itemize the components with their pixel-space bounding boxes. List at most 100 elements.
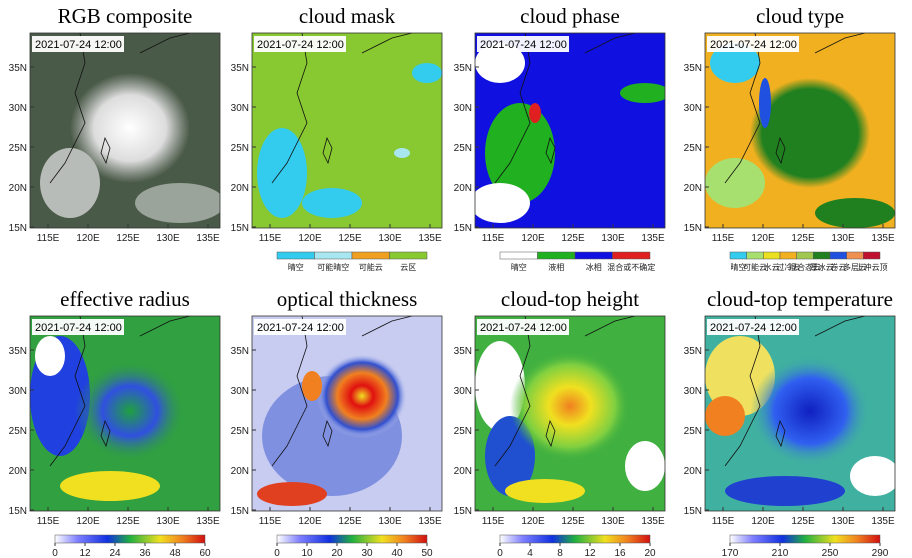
colorbar-tick-label: 50 bbox=[421, 548, 433, 558]
lon-tick-label: 135E bbox=[196, 233, 220, 244]
lat-tick-label: 15N bbox=[454, 223, 472, 234]
lat-tick-label: 30N bbox=[231, 103, 249, 114]
colorbar-tick-label: 4 bbox=[527, 548, 533, 558]
lon-tick-label: 135E bbox=[871, 516, 895, 527]
lon-tick-label: 135E bbox=[418, 233, 442, 244]
legend-label: 可能云 bbox=[359, 262, 383, 272]
lon-tick-label: 130E bbox=[378, 516, 402, 527]
lat-tick-label: 20N bbox=[684, 466, 702, 477]
lat-tick-label: 25N bbox=[454, 143, 472, 154]
lat-tick-label: 25N bbox=[684, 143, 702, 154]
lat-tick-label: 35N bbox=[9, 63, 27, 74]
cloud-region bbox=[475, 183, 530, 223]
colorbar-tick-label: 60 bbox=[199, 548, 211, 558]
lat-tick-label: 15N bbox=[231, 506, 249, 517]
timestamp: 2021-07-24 12:00 bbox=[710, 39, 797, 51]
panel: RGB composite 2021-07-24 12:00 35N 30N 25N 20… bbox=[9, 4, 221, 244]
legend-swatch bbox=[314, 251, 353, 260]
lon-tick-label: 115E bbox=[482, 233, 505, 244]
coastline bbox=[271, 33, 413, 184]
colorbar-tick-label: 10 bbox=[301, 548, 313, 558]
legend-label: 厚冰云 bbox=[810, 262, 834, 272]
map-image bbox=[705, 316, 895, 511]
lat-tick-label: 25N bbox=[231, 426, 249, 437]
lon-tick-label: 130E bbox=[156, 516, 180, 527]
panel-title: cloud type bbox=[756, 4, 844, 28]
lon-tick-label: 130E bbox=[831, 233, 855, 244]
cloud-region bbox=[815, 198, 895, 228]
map-frame bbox=[474, 315, 666, 512]
lat-tick-label: 15N bbox=[9, 223, 27, 234]
lon-tick-label: 125E bbox=[116, 516, 140, 527]
lon-tick-label: 125E bbox=[791, 516, 815, 527]
lon-tick-label: 115E bbox=[37, 516, 60, 527]
lat-tick-label: 15N bbox=[684, 506, 702, 517]
map-image bbox=[475, 316, 665, 511]
lon-tick-label: 130E bbox=[378, 233, 402, 244]
coastline bbox=[724, 316, 866, 467]
lon-tick-label: 135E bbox=[641, 516, 665, 527]
lon-tick-label: 125E bbox=[791, 233, 815, 244]
panel: cloud mask 2021-07-24 12:00 35N 30N 25N 20N 15… bbox=[231, 4, 443, 272]
legend-swatch bbox=[351, 251, 390, 260]
colorbar-tick-label: 290 bbox=[872, 548, 889, 558]
legend-label: 云区 bbox=[400, 263, 416, 272]
colorbar bbox=[499, 534, 651, 544]
lon-tick-label: 120E bbox=[521, 516, 545, 527]
lat-tick-label: 20N bbox=[454, 466, 472, 477]
colorbar-tick-label: 30 bbox=[361, 548, 373, 558]
legend-swatch bbox=[276, 251, 315, 260]
cloud-region bbox=[135, 183, 220, 223]
lon-tick-label: 125E bbox=[338, 516, 362, 527]
lon-tick-label: 115E bbox=[259, 233, 282, 244]
panel-title: cloud phase bbox=[520, 4, 620, 28]
lon-tick-label: 115E bbox=[482, 516, 505, 527]
map-frame bbox=[704, 32, 896, 229]
cloud-region bbox=[394, 148, 410, 158]
lon-tick-label: 130E bbox=[156, 233, 180, 244]
map-frame bbox=[251, 315, 443, 512]
lon-tick-label: 130E bbox=[601, 233, 625, 244]
lon-tick-label: 120E bbox=[76, 233, 100, 244]
map-frame bbox=[251, 32, 443, 229]
cloud-region bbox=[705, 396, 745, 436]
timestamp: 2021-07-24 12:00 bbox=[480, 39, 567, 51]
lon-tick-label: 125E bbox=[561, 233, 585, 244]
legend-swatch bbox=[829, 251, 847, 260]
coastline bbox=[49, 33, 191, 184]
legend-swatch bbox=[389, 251, 428, 260]
cloud-region bbox=[75, 361, 185, 461]
cloud-region bbox=[850, 456, 895, 496]
lat-tick-label: 20N bbox=[9, 183, 27, 194]
cloud-region bbox=[705, 158, 765, 208]
lat-tick-label: 25N bbox=[9, 426, 27, 437]
colorbar bbox=[729, 534, 881, 544]
lon-tick-label: 125E bbox=[116, 233, 140, 244]
map-image bbox=[252, 33, 442, 228]
panel-title: optical thickness bbox=[277, 287, 418, 311]
legend-label: 晴空 bbox=[511, 262, 527, 272]
lon-tick-label: 135E bbox=[641, 233, 665, 244]
legend-label: 可能云 bbox=[743, 262, 767, 272]
panel: cloud-top temperature 2021-07-24 12:00 35N… bbox=[684, 287, 896, 558]
colorbar-tick-label: 20 bbox=[644, 548, 656, 558]
colorbar-tick-label: 0 bbox=[497, 548, 503, 558]
timestamp: 2021-07-24 12:00 bbox=[257, 39, 344, 51]
coastline bbox=[49, 316, 191, 467]
cloud-region bbox=[257, 128, 307, 218]
colorbar-tick-label: 36 bbox=[139, 548, 151, 558]
map-image bbox=[475, 33, 665, 228]
lat-tick-label: 35N bbox=[454, 63, 472, 74]
colorbar-tick-label: 16 bbox=[614, 548, 626, 558]
legend-swatch bbox=[746, 251, 764, 260]
lat-tick-label: 30N bbox=[9, 103, 27, 114]
coastline bbox=[494, 33, 636, 184]
legend-swatch bbox=[763, 251, 781, 260]
colorbar-tick-label: 40 bbox=[391, 548, 403, 558]
legend-label: 过冷云 bbox=[776, 262, 800, 272]
lat-tick-label: 30N bbox=[9, 386, 27, 397]
legend-label: 混合或不确定 bbox=[607, 262, 655, 272]
legend-label: 混合态云 bbox=[789, 262, 821, 272]
map-frame bbox=[29, 315, 221, 512]
cloud-region bbox=[529, 103, 541, 123]
